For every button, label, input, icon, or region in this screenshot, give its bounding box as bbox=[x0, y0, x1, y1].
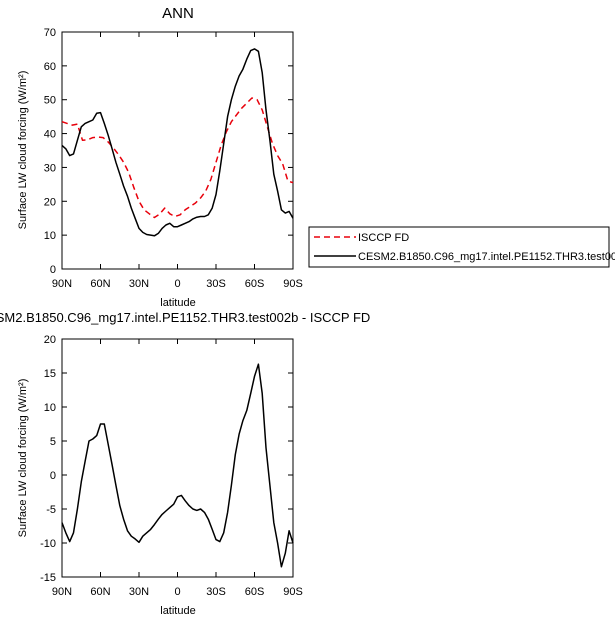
y-tick-label: -5 bbox=[46, 504, 56, 516]
x-tick-label: 60S bbox=[245, 278, 265, 290]
y-tick-label: 40 bbox=[44, 129, 56, 141]
y-tick-label: -15 bbox=[40, 572, 56, 584]
bottom-x-axis-label: latitude bbox=[160, 605, 195, 617]
legend-label-cesm: CESM2.B1850.C96_mg17.intel.PE1152.THR3.t… bbox=[358, 251, 615, 263]
top-x-ticks: 90N 60N 30N 0 30S 60S 90S bbox=[52, 32, 303, 290]
x-tick-label: 90S bbox=[283, 586, 303, 598]
y-tick-label: 15 bbox=[44, 368, 56, 380]
x-tick-label: 0 bbox=[174, 586, 180, 598]
bottom-panel-title: CESM2.B1850.C96_mg17.intel.PE1152.THR3.t… bbox=[0, 310, 370, 325]
top-y-axis-label: Surface LW cloud forcing (W/m²) bbox=[17, 71, 29, 230]
x-tick-label: 60N bbox=[90, 278, 110, 290]
x-tick-label: 60S bbox=[245, 586, 265, 598]
x-tick-label: 60N bbox=[90, 586, 110, 598]
bottom-series-lines bbox=[61, 363, 294, 568]
x-tick-label: 90S bbox=[283, 278, 303, 290]
series-line-isccp-fd bbox=[61, 97, 294, 219]
series-line-difference bbox=[61, 363, 294, 568]
x-tick-label: 30S bbox=[206, 278, 226, 290]
y-tick-label: 20 bbox=[44, 334, 56, 346]
y-tick-label: 0 bbox=[50, 470, 56, 482]
x-tick-label: 30S bbox=[206, 586, 226, 598]
top-series-lines bbox=[61, 48, 294, 237]
legend: ISCCP FD CESM2.B1850.C96_mg17.intel.PE11… bbox=[308, 226, 615, 268]
x-tick-label: 0 bbox=[174, 278, 180, 290]
x-tick-label: 90N bbox=[52, 278, 72, 290]
x-tick-label: 90N bbox=[52, 586, 72, 598]
y-tick-label: 0 bbox=[50, 264, 56, 276]
y-tick-label: 30 bbox=[44, 162, 56, 174]
series-line-cesm2-b1850-c96-mg17-intel-pe1152-thr3-test002b bbox=[61, 48, 294, 237]
bottom-plot-frame bbox=[61, 338, 294, 578]
y-tick-label: 5 bbox=[50, 436, 56, 448]
y-tick-label: 50 bbox=[44, 95, 56, 107]
y-tick-label: 10 bbox=[44, 230, 56, 242]
y-tick-label: -10 bbox=[40, 538, 56, 550]
y-tick-label: 70 bbox=[44, 27, 56, 39]
top-panel-title: ANN bbox=[162, 5, 194, 22]
x-tick-label: 30N bbox=[129, 278, 149, 290]
bottom-y-ticks: -15 -10 -5 0 5 10 15 20 bbox=[40, 334, 293, 584]
bottom-panel: CESM2.B1850.C96_mg17.intel.PE1152.THR3.t… bbox=[0, 310, 370, 617]
top-x-axis-label: latitude bbox=[160, 297, 195, 309]
legend-box bbox=[308, 226, 610, 268]
legend-label-isccp: ISCCP FD bbox=[358, 232, 409, 244]
bottom-y-axis-label: Surface LW cloud forcing (W/m²) bbox=[17, 379, 29, 538]
y-tick-label: 60 bbox=[44, 61, 56, 73]
y-tick-label: 20 bbox=[44, 196, 56, 208]
top-plot-frame bbox=[61, 31, 294, 270]
x-tick-label: 30N bbox=[129, 586, 149, 598]
top-y-ticks: 0 10 20 30 40 50 60 70 bbox=[44, 27, 293, 276]
bottom-x-ticks: 90N 60N 30N 0 30S 60S 90S bbox=[52, 339, 303, 598]
y-tick-label: 10 bbox=[44, 402, 56, 414]
